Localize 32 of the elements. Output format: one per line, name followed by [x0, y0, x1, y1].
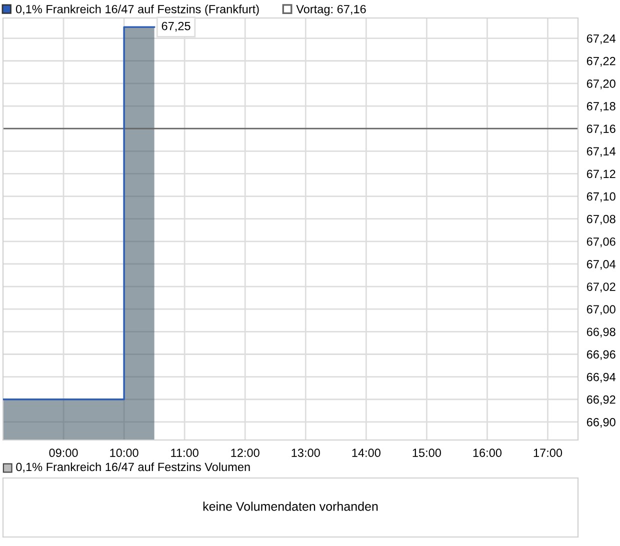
text: 0,1% Frankreich 16/47 auf Festzins Volumen: [16, 462, 250, 473]
legend-label: 0,1% Frankreich 16/47 auf Festzins (Frankfurt): [16, 4, 259, 16]
y-tick-label: 67,10: [586, 192, 616, 202]
y-tick-label: 67,22: [586, 56, 616, 67]
x-tick-label: 13:00: [292, 448, 320, 458]
x-tick-label: 15:00: [412, 448, 441, 458]
y-tick-label: 67,24: [586, 34, 616, 44]
y-tick-label: 67,08: [586, 214, 616, 225]
x-tick-label: 16:00: [473, 448, 502, 458]
y-tick-label: 66,96: [586, 350, 616, 360]
x-tick-label: 12:00: [231, 448, 260, 458]
y-tick-label: 66,90: [586, 418, 616, 428]
y-tick-label: 66,92: [586, 395, 616, 406]
annotation: 67,25: [162, 22, 190, 32]
y-tick-label: 67,16: [586, 124, 616, 134]
x-tick-label: 14:00: [352, 448, 380, 458]
text: keine Volumendaten vorhanden: [203, 502, 378, 511]
y-tick-label: 67,06: [586, 237, 616, 248]
y-tick-label: 67,00: [586, 305, 616, 315]
x-tick-label: 17:00: [534, 448, 562, 458]
y-tick-label: 67,14: [586, 147, 616, 157]
y-tick-label: 67,18: [586, 102, 616, 112]
x-tick-label: 10:00: [110, 448, 138, 458]
y-tick-label: 67,04: [586, 260, 616, 270]
y-tick-label: 66,94: [586, 372, 616, 383]
x-tick-label: 09:00: [49, 448, 78, 458]
y-tick-label: 67,20: [586, 79, 616, 90]
x-tick-label: 11:00: [171, 448, 198, 458]
legend-label: Vortag: 67,16: [296, 4, 366, 16]
y-tick-label: 67,12: [586, 170, 616, 180]
y-tick-label: 67,02: [586, 282, 616, 292]
y-tick-label: 66,98: [586, 328, 616, 338]
